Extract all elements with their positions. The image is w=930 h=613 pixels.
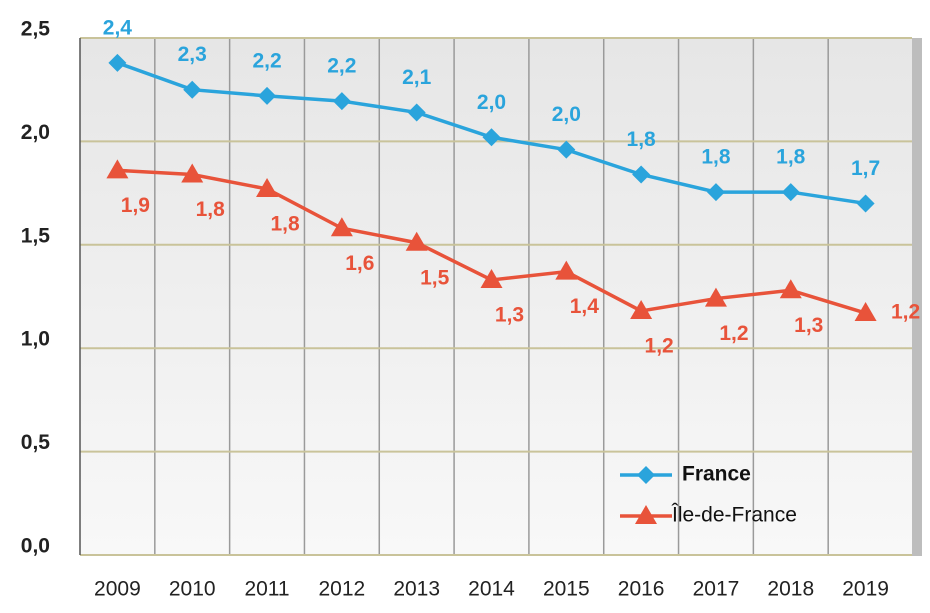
point-marker: [632, 165, 651, 184]
point-marker: [108, 53, 127, 72]
y-tick-label: 1,0: [21, 328, 50, 351]
value-label: 1,8: [776, 146, 806, 169]
point-marker: [856, 194, 875, 213]
point-marker: [480, 268, 503, 288]
value-label: 1,2: [719, 322, 748, 345]
point-marker: [332, 92, 351, 111]
x-tick-label: 2017: [693, 578, 740, 601]
legend-label: France: [682, 463, 751, 486]
point-marker: [555, 260, 578, 280]
value-label: 2,0: [477, 91, 506, 114]
point-marker: [256, 177, 279, 197]
value-label: 2,1: [402, 66, 432, 89]
plot-background: [80, 38, 920, 556]
value-label: 2,2: [252, 49, 281, 72]
point-marker: [482, 128, 501, 147]
value-label: 1,5: [420, 266, 450, 289]
point-marker: [704, 287, 727, 307]
y-tick-label: 2,5: [21, 18, 51, 41]
value-label: 2,3: [178, 43, 207, 66]
value-label: 1,9: [121, 194, 150, 217]
y-tick-label: 1,5: [21, 224, 51, 247]
value-label: 2,4: [103, 16, 133, 39]
x-tick-label: 2015: [543, 578, 590, 601]
plot-edge: [912, 38, 922, 556]
value-label: 1,8: [270, 213, 300, 236]
value-label: 1,7: [851, 157, 880, 180]
legend-marker: [635, 505, 657, 524]
legend-marker: [637, 466, 655, 484]
point-marker: [181, 163, 204, 183]
x-tick-label: 2016: [618, 578, 665, 601]
value-label: 1,2: [645, 335, 674, 358]
value-label: 1,8: [627, 128, 657, 151]
value-label: 2,2: [327, 55, 356, 78]
legend-label: Île-de-France: [671, 504, 797, 527]
x-tick-label: 2010: [169, 578, 216, 601]
point-marker: [630, 299, 653, 319]
y-tick-label: 0,5: [21, 431, 51, 454]
x-tick-label: 2019: [842, 578, 889, 601]
x-tick-label: 2011: [244, 578, 289, 601]
x-tick-label: 2009: [94, 578, 141, 601]
value-label: 2,0: [552, 103, 581, 126]
y-tick-label: 0,0: [21, 535, 50, 558]
point-marker: [557, 140, 576, 159]
value-label: 1,2: [891, 301, 920, 324]
point-marker: [258, 86, 277, 105]
point-marker: [106, 159, 129, 179]
value-label: 1,3: [495, 304, 524, 327]
point-marker: [706, 183, 725, 202]
value-label: 1,8: [701, 146, 731, 169]
x-tick-label: 2018: [767, 578, 814, 601]
x-tick-label: 2013: [393, 578, 440, 601]
point-marker: [854, 302, 877, 322]
point-marker: [405, 231, 428, 251]
value-label: 1,6: [345, 252, 374, 275]
value-label: 1,4: [570, 295, 600, 318]
point-marker: [779, 279, 802, 299]
point-marker: [183, 80, 202, 99]
x-tick-label: 2012: [319, 578, 366, 601]
point-marker: [407, 103, 426, 122]
value-label: 1,3: [794, 314, 823, 337]
point-marker: [330, 217, 353, 237]
x-tick-label: 2014: [468, 578, 515, 601]
point-marker: [781, 183, 800, 202]
y-tick-label: 2,0: [21, 121, 50, 144]
value-label: 1,8: [196, 198, 226, 221]
